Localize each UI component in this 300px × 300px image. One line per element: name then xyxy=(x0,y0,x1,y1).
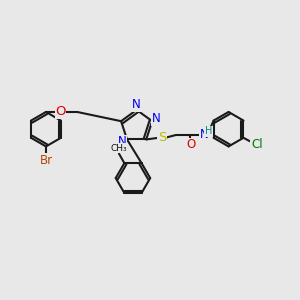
Text: N: N xyxy=(200,128,208,142)
Text: N: N xyxy=(132,98,141,111)
Text: S: S xyxy=(158,131,166,145)
Text: Cl: Cl xyxy=(251,138,263,151)
Text: N: N xyxy=(152,112,161,125)
Text: O: O xyxy=(187,138,196,151)
Text: Br: Br xyxy=(39,154,52,167)
Text: H: H xyxy=(205,126,212,136)
Text: N: N xyxy=(118,135,127,148)
Text: O: O xyxy=(55,106,66,118)
Text: CH₃: CH₃ xyxy=(110,144,127,153)
